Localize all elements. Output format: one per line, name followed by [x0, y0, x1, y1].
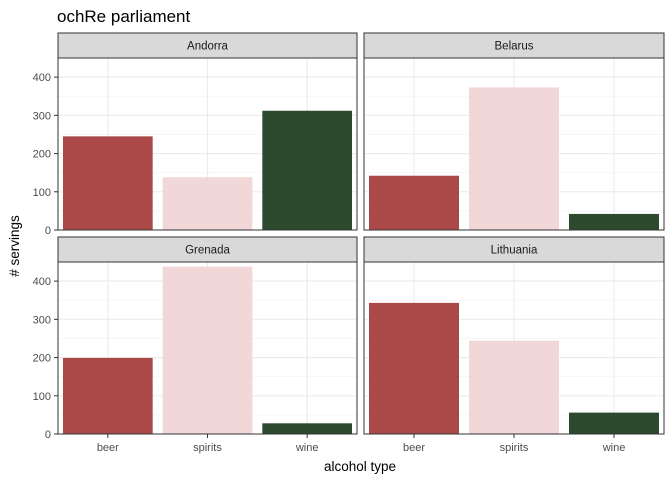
- x-tick-label: spirits: [500, 442, 529, 454]
- bar-beer: [62, 357, 153, 434]
- y-tick-label: 400: [33, 276, 51, 288]
- bar-wine: [262, 423, 353, 434]
- bar-spirits: [162, 177, 253, 230]
- y-tick-label: 200: [33, 353, 51, 365]
- x-tick-label: wine: [295, 442, 319, 454]
- bar-spirits: [469, 340, 559, 434]
- x-axis-title: alcohol type: [324, 459, 396, 474]
- y-tick-label: 100: [33, 187, 51, 199]
- panel-grenada: Grenada 0 100 200 300 400 beer spirits wine: [33, 236, 358, 454]
- y-tick-label: 300: [33, 110, 51, 122]
- x-tick-label: wine: [602, 442, 626, 454]
- y-tick-label: 0: [45, 225, 51, 237]
- y-tick-label: 0: [45, 429, 51, 441]
- facet-strip: [363, 32, 665, 59]
- facet-strip: [363, 236, 665, 263]
- bar-beer: [369, 302, 459, 434]
- bar-spirits: [162, 266, 253, 434]
- panel-andorra: Andorra 0 100 200 300 400: [33, 32, 358, 237]
- facet-strip-label: Andorra: [187, 41, 229, 53]
- x-tick-label: beer: [403, 442, 425, 454]
- bar-spirits: [469, 87, 559, 230]
- facet-strip-label: Belarus: [495, 41, 534, 53]
- facet-strip: [57, 236, 358, 263]
- y-axis-title: # servings: [7, 215, 22, 277]
- facet-strip-label: Lithuania: [491, 245, 538, 257]
- bar-wine: [569, 213, 659, 230]
- facet-strip: [57, 32, 358, 59]
- bar-beer: [369, 175, 459, 230]
- bar-wine: [262, 110, 353, 230]
- panel-lithuania: Lithuania beer spirits wine: [363, 236, 665, 454]
- x-tick-label: beer: [97, 442, 119, 454]
- x-tick-label: spirits: [193, 442, 222, 454]
- facet-strip-label: Grenada: [185, 245, 230, 257]
- chart-title: ochRe parliament: [57, 7, 191, 26]
- y-tick-label: 300: [33, 314, 51, 326]
- panel-belarus: Belarus: [363, 32, 665, 231]
- bar-wine: [569, 412, 659, 434]
- bar-beer: [62, 136, 153, 230]
- y-tick-label: 200: [33, 149, 51, 161]
- panels: Andorra 0 100 200 300 400 Belarus Grenada 0 100 20…: [33, 32, 665, 454]
- y-tick-label: 400: [33, 72, 51, 84]
- y-tick-label: 100: [33, 391, 51, 403]
